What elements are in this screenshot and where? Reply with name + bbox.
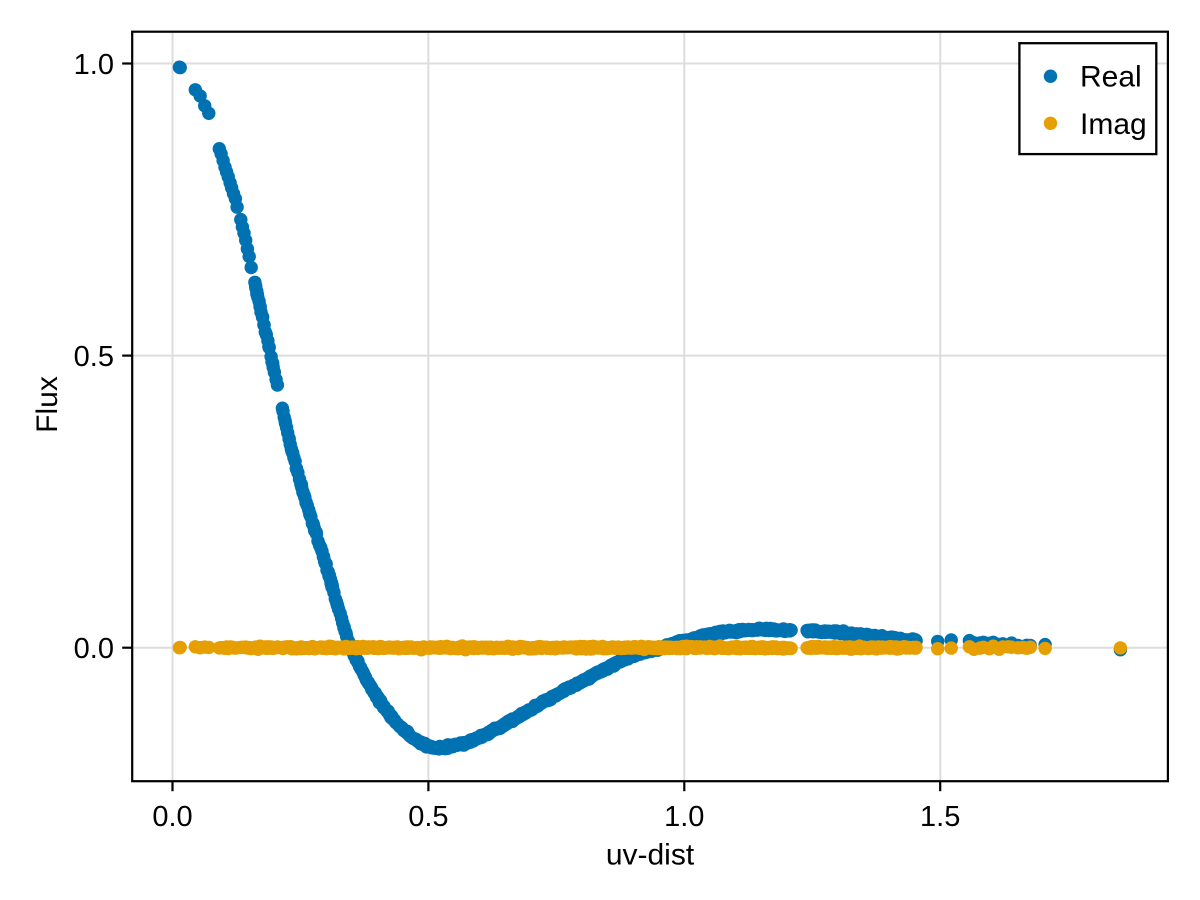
svg-text:1.5: 1.5 [920, 801, 960, 833]
svg-text:1.0: 1.0 [664, 801, 704, 833]
svg-text:0.0: 0.0 [152, 801, 192, 833]
svg-text:Imag: Imag [1080, 108, 1147, 141]
svg-text:0.5: 0.5 [74, 341, 114, 373]
svg-text:Real: Real [1080, 61, 1142, 94]
svg-text:Flux: Flux [31, 376, 64, 433]
svg-text:0.5: 0.5 [408, 801, 448, 833]
svg-text:0.0: 0.0 [74, 633, 114, 665]
svg-text:uv-dist: uv-dist [606, 838, 695, 871]
svg-text:1.0: 1.0 [74, 49, 114, 81]
